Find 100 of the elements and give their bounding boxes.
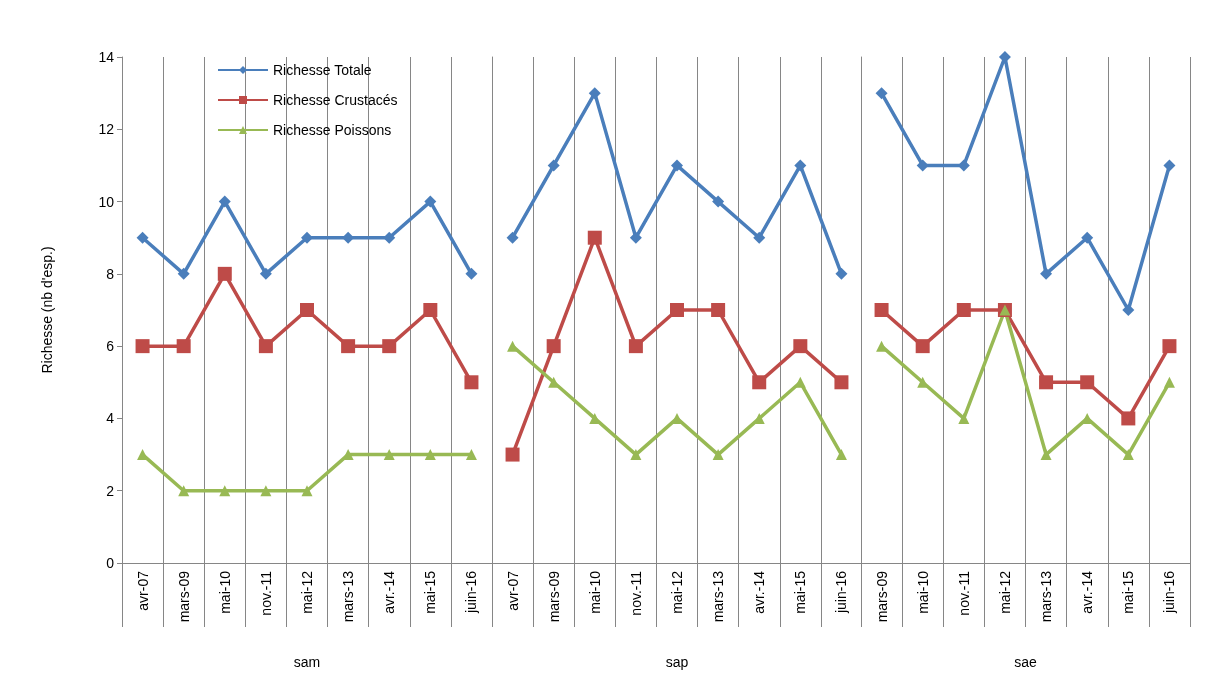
x-tick-label: avr.-14	[750, 570, 767, 614]
point	[1080, 375, 1095, 390]
point	[506, 340, 518, 352]
legend-label: Richesse Totale	[273, 62, 372, 78]
x-tick-label: nov.-11	[627, 570, 644, 616]
y-axis-title: Richesse (nb d'esp.)	[39, 246, 55, 374]
x-tick-label: juin-16	[463, 570, 480, 615]
point	[218, 195, 231, 208]
x-tick-label: juin-16	[833, 570, 850, 615]
x-tick-label: mars-09	[545, 570, 562, 623]
point	[546, 339, 561, 354]
point	[383, 231, 396, 244]
x-tick-label: mars-09	[873, 570, 890, 623]
point	[712, 449, 724, 461]
point	[1162, 339, 1177, 354]
point	[587, 230, 602, 245]
point	[341, 339, 356, 354]
x-tick-label: avr-07	[134, 570, 151, 611]
point	[1039, 375, 1054, 390]
point	[711, 195, 724, 208]
point	[670, 159, 683, 172]
point	[382, 339, 397, 354]
x-tick-label: mai-12	[997, 570, 1014, 614]
point	[588, 87, 601, 100]
point	[260, 485, 272, 497]
point	[301, 485, 313, 497]
point	[465, 449, 477, 461]
x-tick-label: avr.-14	[381, 570, 398, 614]
point	[259, 267, 272, 280]
x-tick-label: avr.-14	[1079, 570, 1096, 614]
point	[178, 485, 190, 497]
point	[301, 231, 313, 244]
point	[916, 339, 931, 354]
x-tick-label: mars-13	[1038, 570, 1055, 623]
point	[957, 303, 972, 317]
point	[136, 231, 149, 244]
legend-label: Richesse Poissons	[273, 122, 392, 138]
point	[630, 449, 642, 461]
point	[177, 267, 190, 280]
point	[547, 159, 560, 172]
x-axis-title: sam	[293, 654, 321, 670]
y-tick-label: 2	[106, 482, 115, 499]
x-axis-title: sae	[1014, 654, 1038, 670]
point	[219, 485, 231, 497]
y-tick-label: 6	[106, 338, 115, 355]
x-tick-label: nov.-11	[956, 570, 973, 616]
x-tick-label: mai-10	[915, 570, 932, 614]
point	[958, 412, 970, 424]
point	[1121, 411, 1136, 426]
point	[1123, 449, 1135, 461]
point	[874, 303, 889, 317]
point	[669, 303, 684, 317]
point	[135, 339, 150, 354]
y-tick-label: 8	[106, 265, 115, 282]
x-tick-label: mars-13	[340, 570, 357, 623]
point	[176, 339, 191, 354]
x-tick-label: mai-15	[422, 570, 439, 614]
point	[958, 159, 971, 172]
x-tick-label: juin-16	[1161, 570, 1178, 615]
point	[628, 339, 643, 354]
y-tick-label: 0	[106, 555, 115, 571]
point	[835, 449, 847, 461]
point	[464, 375, 479, 390]
point	[835, 267, 848, 280]
x-tick-label: mai-12	[668, 570, 685, 614]
point	[217, 266, 232, 281]
point	[1081, 231, 1094, 244]
y-tick-label: 4	[106, 410, 115, 427]
point	[258, 339, 273, 354]
x-tick-label: mai-15	[792, 570, 809, 614]
x-tick-label: mai-12	[299, 570, 315, 614]
point	[1122, 304, 1135, 316]
y-tick-label: 14	[98, 49, 115, 65]
point	[710, 303, 725, 317]
y-tick-label: 10	[98, 193, 115, 210]
y-tick-label: 12	[98, 121, 115, 138]
point	[547, 376, 559, 388]
point	[423, 303, 438, 317]
x-tick-label: mars-09	[175, 570, 192, 623]
point	[794, 159, 807, 172]
point	[1163, 159, 1176, 172]
point	[506, 231, 519, 244]
x-tick-label: mars-13	[709, 570, 726, 623]
x-tick-label: mai-15	[1120, 570, 1137, 614]
point	[875, 87, 888, 100]
x-tick-label: nov.-11	[257, 570, 274, 616]
x-tick-label: mai-10	[216, 570, 233, 614]
point	[1040, 267, 1053, 280]
point	[588, 412, 600, 424]
x-tick-label: mai-10	[586, 570, 603, 614]
legend-label: Richesse Crustacés	[273, 92, 398, 108]
point	[424, 195, 437, 208]
point	[424, 449, 436, 461]
point	[1040, 449, 1052, 461]
point	[383, 449, 395, 461]
point	[752, 231, 765, 244]
x-tick-label: avr-07	[504, 570, 521, 611]
point	[751, 375, 766, 390]
point	[505, 447, 520, 462]
point	[629, 231, 642, 244]
